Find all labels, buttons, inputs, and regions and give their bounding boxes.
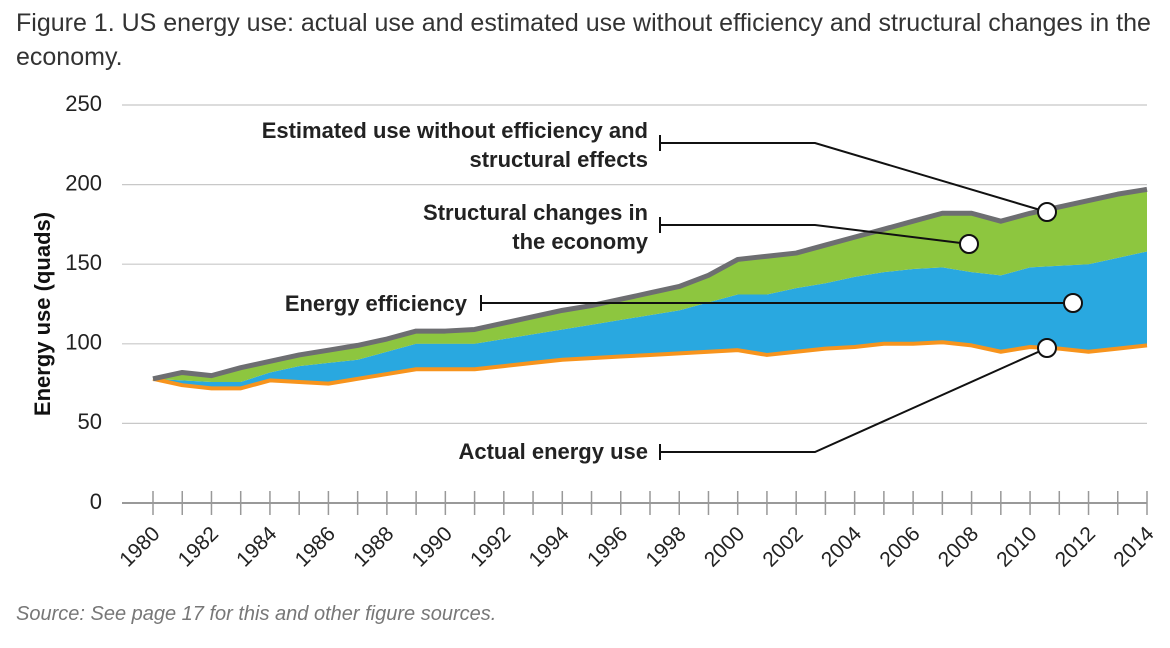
x-tick-label: 1984 <box>232 522 282 572</box>
x-tick-label: 2014 <box>1109 522 1159 572</box>
x-tick-label: 2000 <box>700 522 749 571</box>
x-tick-label: 1988 <box>349 522 398 571</box>
y-tick-label: 50 <box>78 409 102 434</box>
y-tick-label: 200 <box>65 170 102 195</box>
x-tick-label: 2006 <box>875 522 924 571</box>
marker <box>1037 202 1057 222</box>
area <box>153 251 1147 389</box>
annotation-label: Actual energy use <box>458 439 648 464</box>
leader <box>660 224 970 245</box>
x-tick-label: 2010 <box>992 522 1041 571</box>
marker <box>959 234 979 254</box>
annotation-label: Estimated use without efficiency and str… <box>261 118 648 172</box>
y-tick-label: 100 <box>65 330 102 355</box>
chart-title: Figure 1. US energy use: actual use and … <box>16 9 1151 71</box>
x-tick-label: 1982 <box>174 522 223 571</box>
line <box>152 340 1148 391</box>
y-tick-label: 0 <box>90 489 102 514</box>
y-tick-label: 250 <box>65 91 102 116</box>
x-tick-label: 1996 <box>583 522 632 571</box>
x-tick-label: 1998 <box>641 522 690 571</box>
line <box>152 186 1148 382</box>
x-tick-label: 1986 <box>291 522 340 571</box>
marker <box>1037 338 1057 358</box>
x-tick-label: 1994 <box>525 522 575 572</box>
x-tick-label: 2012 <box>1051 522 1100 571</box>
y-tick-label: 150 <box>65 250 102 275</box>
leader <box>660 347 1048 453</box>
annotation-label: Structural changes in the economy <box>423 200 648 254</box>
leader <box>660 142 1048 213</box>
x-tick-label: 2004 <box>817 522 867 572</box>
source-note: Source: See page 17 for this and other f… <box>16 603 497 625</box>
marker <box>1063 293 1083 313</box>
x-tick-label: 2002 <box>758 522 807 571</box>
y-axis-label: Energy use (quads) <box>30 212 55 416</box>
area <box>153 189 1147 383</box>
x-tick-label: 1980 <box>115 522 164 571</box>
annotation-label: Energy efficiency <box>284 291 467 316</box>
x-tick-label: 1992 <box>466 522 515 571</box>
x-tick-label: 1990 <box>408 522 457 571</box>
annotations <box>480 135 1083 460</box>
x-tick-label: 2008 <box>934 522 983 571</box>
